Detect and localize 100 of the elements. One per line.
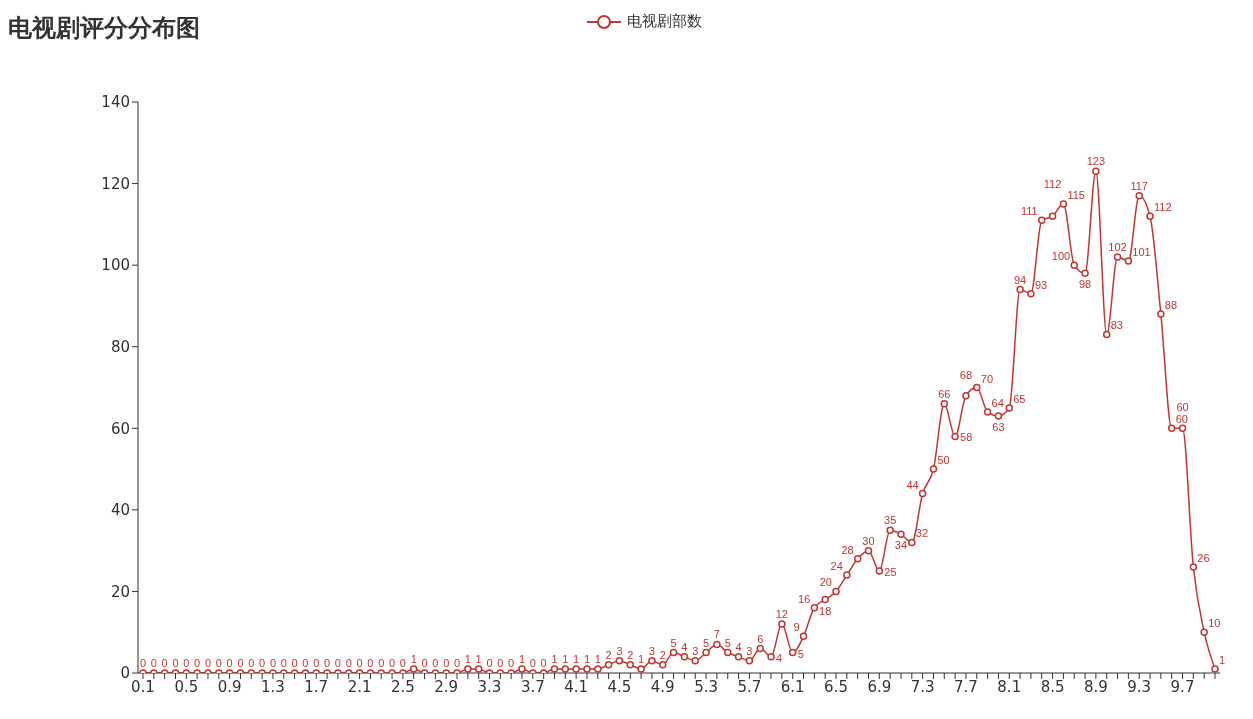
y-tick-label: 40 — [110, 501, 130, 520]
data-label: 35 — [884, 514, 897, 527]
x-tick-label: 8.1 — [997, 677, 1022, 696]
data-label: 50 — [937, 454, 950, 467]
x-tick-label: 4.5 — [607, 677, 632, 696]
data-label: 0 — [259, 657, 266, 669]
y-tick-label: 80 — [110, 338, 130, 357]
data-label: 70 — [980, 372, 994, 385]
data-label: 7 — [713, 628, 720, 641]
data-label: 0 — [508, 657, 515, 669]
x-tick-label: 4.9 — [650, 677, 675, 696]
data-label: 0 — [497, 657, 504, 669]
x-tick-label: 7.7 — [954, 677, 978, 696]
data-label: 112 — [1154, 201, 1172, 214]
data-label: 0 — [215, 657, 222, 669]
data-label: 44 — [906, 478, 919, 491]
data-label: 0 — [269, 657, 276, 669]
y-tick-label: 120 — [101, 174, 130, 193]
data-label: 60 — [1175, 413, 1188, 426]
data-label: 1 — [464, 652, 471, 665]
data-label: 0 — [540, 657, 547, 669]
x-tick-label: 0.5 — [174, 677, 199, 696]
data-label: 10 — [1208, 617, 1221, 630]
data-label: 65 — [1013, 392, 1026, 405]
x-tick-label: 1.7 — [304, 677, 329, 696]
data-label: 1 — [551, 652, 558, 665]
data-label: 0 — [486, 657, 493, 669]
data-label: 3 — [616, 644, 623, 657]
x-tick-label: 6.9 — [867, 677, 892, 696]
x-tick-label: 3.3 — [477, 677, 502, 696]
data-label: 5 — [724, 636, 731, 649]
data-label: 98 — [1078, 278, 1092, 291]
data-label: 115 — [1067, 188, 1085, 201]
data-label: 0 — [139, 657, 147, 669]
data-label: 1 — [594, 652, 601, 665]
data-label: 16 — [798, 592, 811, 605]
data-label: 93 — [1034, 278, 1048, 291]
data-label: 0 — [226, 657, 233, 669]
chart-title: 电视剧评分分布图 — [8, 13, 200, 44]
x-tick-label: 8.5 — [1040, 677, 1065, 696]
data-label: 5 — [797, 647, 804, 660]
data-label: 0 — [204, 657, 212, 669]
data-label: 2 — [659, 648, 666, 661]
data-label: 112 — [1043, 178, 1062, 191]
x-tick-label: 2.9 — [434, 677, 459, 696]
data-label: 1 — [475, 652, 482, 665]
x-tick-label: 0.9 — [217, 677, 242, 696]
x-tick-label: 9.3 — [1127, 677, 1152, 696]
x-tick-label: 5.7 — [737, 677, 762, 696]
y-tick-label: 140 — [101, 93, 130, 112]
data-label: 0 — [378, 657, 385, 669]
x-tick-label: 2.1 — [347, 677, 372, 696]
x-tick-label: 6.5 — [824, 677, 848, 696]
data-label: 4 — [681, 640, 688, 653]
data-label: 3 — [746, 644, 753, 657]
data-label: 94 — [1013, 273, 1027, 286]
data-label: 0 — [194, 657, 201, 669]
data-label: 0 — [248, 657, 255, 669]
data-label: 101 — [1132, 246, 1151, 259]
x-tick-label: 2.5 — [390, 677, 415, 696]
data-label: 1 — [518, 652, 526, 665]
data-label: 4 — [735, 640, 742, 653]
data-label: 0 — [399, 657, 406, 669]
x-tick-label: 1.3 — [261, 677, 285, 696]
data-label: 24 — [830, 560, 843, 573]
data-label: 100 — [1051, 250, 1071, 263]
data-label: 18 — [819, 604, 832, 617]
data-label: 0 — [161, 657, 168, 669]
data-label: 4 — [776, 651, 783, 664]
data-label: 30 — [862, 534, 875, 547]
data-label: 1 — [573, 652, 580, 665]
x-tick-label: 3.7 — [520, 677, 545, 696]
data-label: 83 — [1110, 319, 1123, 332]
data-label: 0 — [324, 657, 331, 669]
data-label: 63 — [992, 421, 1005, 434]
data-label: 60 — [1176, 401, 1189, 414]
data-label: 0 — [334, 657, 341, 669]
data-label: 1 — [1219, 653, 1226, 666]
x-tick-label: 7.3 — [910, 677, 935, 696]
x-tick-label: 9.7 — [1170, 677, 1195, 696]
data-label: 0 — [421, 657, 428, 669]
x-tick-label: 0.1 — [131, 677, 155, 696]
data-label: 0 — [345, 657, 352, 669]
data-label: 88 — [1164, 299, 1178, 312]
x-tick-label: 5.3 — [694, 677, 718, 696]
y-tick-label: 20 — [110, 582, 130, 601]
legend-label: 电视剧部数 — [625, 12, 702, 31]
data-label: 2 — [605, 648, 612, 661]
data-label: 0 — [237, 657, 244, 669]
data-label: 0 — [529, 657, 536, 669]
data-label: 111 — [1021, 205, 1038, 218]
data-label: 0 — [150, 657, 157, 669]
data-label: 102 — [1108, 240, 1127, 253]
data-label: 66 — [938, 387, 951, 400]
data-label: 1 — [562, 652, 569, 665]
y-tick-label: 60 — [110, 419, 130, 438]
data-label: 0 — [183, 657, 190, 669]
data-label: 1 — [410, 652, 417, 665]
x-tick-label: 6.1 — [780, 677, 805, 696]
data-label: 0 — [280, 657, 287, 669]
